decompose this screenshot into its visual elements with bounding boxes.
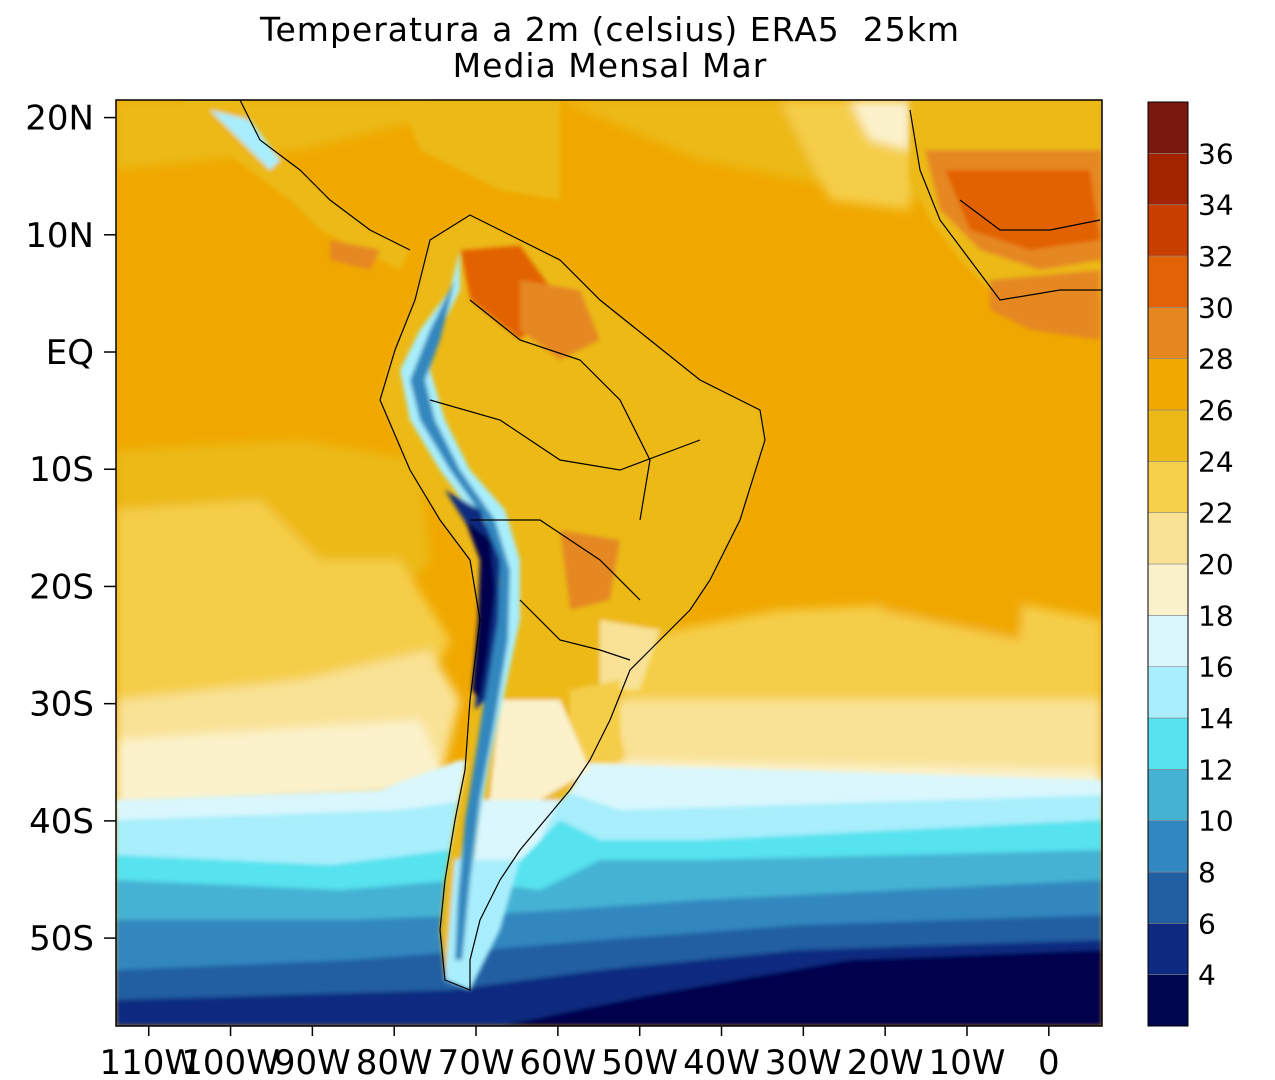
x-tick-label: 80W bbox=[356, 1043, 433, 1080]
colorbar-swatch bbox=[1147, 307, 1189, 359]
colorbar-swatch bbox=[1147, 974, 1189, 1027]
colorbar-frame bbox=[1147, 101, 1189, 1027]
colorbar-swatch bbox=[1147, 204, 1189, 257]
y-tick-label: 20S bbox=[29, 567, 94, 607]
y-tick-label: 30S bbox=[29, 685, 94, 725]
x-tick-label: 0 bbox=[1038, 1043, 1060, 1080]
map-title: Temperatura a 2m (celsius) ERA5 25km Med… bbox=[0, 12, 1220, 84]
colorbar-swatch bbox=[1147, 923, 1189, 975]
colorbar-swatch bbox=[1147, 717, 1189, 770]
colorbar-label: 34 bbox=[1198, 189, 1234, 222]
colorbar-label: 28 bbox=[1198, 343, 1234, 376]
x-tick-label: 110W bbox=[99, 1043, 198, 1080]
colorbar-swatch bbox=[1147, 820, 1189, 873]
x-tick-label: 10W bbox=[929, 1043, 1006, 1080]
y-tick-label: 10N bbox=[25, 216, 94, 256]
title-line-2: Media Mensal Mar bbox=[452, 46, 768, 85]
colorbar-swatch bbox=[1147, 409, 1189, 462]
x-tick-label: 30W bbox=[765, 1043, 842, 1080]
colorbar-swatch bbox=[1147, 615, 1189, 667]
colorbar-label: 26 bbox=[1198, 394, 1234, 427]
colorbar-swatch bbox=[1147, 871, 1189, 924]
colorbar-label: 14 bbox=[1198, 702, 1234, 735]
x-tick-label: 100W bbox=[181, 1043, 280, 1080]
coastlines bbox=[180, 100, 1102, 991]
colorbar-label: 8 bbox=[1198, 856, 1216, 889]
colorbar-label: 18 bbox=[1198, 599, 1234, 632]
x-tick-label: 20W bbox=[847, 1043, 924, 1080]
colorbar-label: 22 bbox=[1198, 497, 1234, 530]
colorbar-swatch bbox=[1147, 563, 1189, 616]
plot-frame bbox=[115, 99, 1103, 1027]
colorbar-label: 30 bbox=[1198, 291, 1234, 324]
colorbar-swatch bbox=[1147, 461, 1189, 513]
colorbar-label: 36 bbox=[1198, 137, 1234, 170]
colorbar-swatch bbox=[1147, 666, 1189, 719]
colorbar-swatch bbox=[1147, 769, 1189, 821]
colorbar-label: 12 bbox=[1198, 753, 1234, 786]
colorbar-label: 4 bbox=[1198, 959, 1216, 992]
colorbar-swatch bbox=[1147, 358, 1189, 411]
x-tick-label: 60W bbox=[519, 1043, 596, 1080]
colorbar: 4 6 8 10 12 14 16 18 20 22 24 26 28 30 32 34 36 bbox=[1147, 101, 1234, 1027]
y-tick-label: EQ bbox=[46, 333, 94, 373]
colorbar-label: 6 bbox=[1198, 907, 1216, 940]
y-tick-label: 10S bbox=[29, 450, 94, 490]
colorbar-swatch bbox=[1147, 255, 1189, 308]
y-tick-label: 40S bbox=[29, 802, 94, 842]
x-tick-label: 50W bbox=[601, 1043, 678, 1080]
colorbar-swatch bbox=[1147, 153, 1189, 205]
x-tick-label: 70W bbox=[438, 1043, 515, 1080]
colorbar-label: 20 bbox=[1198, 548, 1234, 581]
colorbar-label: 24 bbox=[1198, 445, 1234, 478]
title-line-1: Temperatura a 2m (celsius) ERA5 25km bbox=[259, 10, 961, 49]
y-tick-label: 20N bbox=[25, 99, 94, 139]
colorbar-label: 32 bbox=[1198, 240, 1234, 273]
x-tick-label: 90W bbox=[274, 1043, 351, 1080]
colorbar-swatch bbox=[1147, 101, 1189, 154]
colorbar-swatch bbox=[1147, 512, 1189, 565]
y-axis: 20N 10N EQ 10S 20S 30S 40S 50S bbox=[25, 99, 116, 959]
x-tick-label: 40W bbox=[683, 1043, 760, 1080]
colorbar-label: 10 bbox=[1198, 805, 1234, 838]
temperature-field bbox=[116, 100, 1102, 1026]
colorbar-label: 16 bbox=[1198, 651, 1234, 684]
y-tick-label: 50S bbox=[29, 919, 94, 959]
